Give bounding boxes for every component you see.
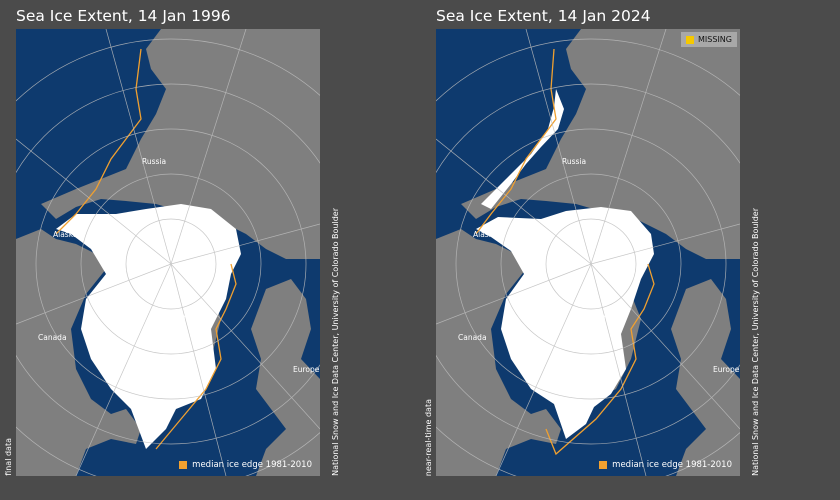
label-alaska: Alaska [473, 230, 498, 239]
map-svg [436, 29, 740, 476]
panel-title: Sea Ice Extent, 14 Jan 1996 [16, 7, 231, 25]
median-edge-legend: median ice edge 1981-2010 [599, 460, 732, 470]
median-edge-swatch [179, 461, 188, 469]
sea-ice [476, 89, 654, 439]
land [16, 29, 320, 476]
sea-ice [56, 204, 241, 449]
data-status: final data [4, 438, 13, 476]
graticule [16, 29, 320, 476]
graticule [436, 29, 740, 476]
label-russia: Russia [562, 157, 587, 166]
missing-label: MISSING [698, 35, 732, 44]
sea-ice-map: Russia Alaska Canada Greenland Europe MI… [436, 29, 740, 476]
land-europe [251, 279, 320, 476]
median-edge-legend: median ice edge 1981-2010 [179, 460, 312, 470]
median-edge-swatch [599, 461, 608, 469]
label-russia: Russia [142, 157, 167, 166]
median-ice-edge [55, 48, 237, 450]
missing-swatch [686, 35, 695, 44]
label-greenland: Greenland [154, 313, 193, 322]
median-edge-label: median ice edge 1981-2010 [192, 460, 312, 470]
label-europe: Europe [293, 365, 320, 374]
missing-legend: MISSING [681, 32, 737, 47]
sea-ice-map: Russia Alaska Canada Greenland Europe me… [16, 29, 320, 476]
credit: National Snow and Ice Data Center, Unive… [331, 208, 340, 476]
label-greenland: Greenland [574, 313, 613, 322]
label-canada: Canada [458, 333, 487, 342]
credit: National Snow and Ice Data Center, Unive… [751, 208, 760, 476]
median-edge-label: median ice edge 1981-2010 [612, 460, 732, 470]
label-canada: Canada [38, 333, 67, 342]
land-europe [671, 279, 740, 476]
land [436, 29, 740, 476]
median-ice-edge [475, 48, 655, 456]
panel-title: Sea Ice Extent, 14 Jan 2024 [436, 7, 651, 25]
label-europe: Europe [713, 365, 740, 374]
data-status: near-real-time data [424, 398, 433, 476]
map-svg [16, 29, 320, 476]
label-alaska: Alaska [53, 230, 78, 239]
